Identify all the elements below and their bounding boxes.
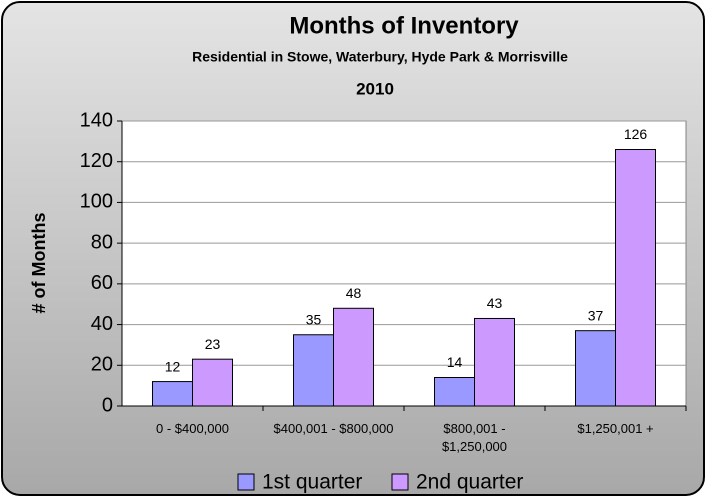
y-tick-label: 60	[91, 272, 113, 294]
data-label: 37	[588, 307, 604, 323]
bar	[293, 334, 334, 407]
chart-title: Months of Inventory	[289, 12, 519, 39]
y-tick-label: 20	[91, 354, 113, 376]
bar	[192, 358, 233, 407]
data-label: 35	[306, 311, 322, 327]
y-tick-label: 100	[80, 191, 113, 213]
x-tick-label: $1,250,001 +	[577, 421, 654, 436]
legend-swatch	[391, 473, 409, 491]
data-label: 23	[205, 336, 221, 352]
y-tick-label: 140	[80, 109, 113, 131]
data-label: 126	[624, 126, 648, 142]
data-label: 12	[165, 358, 181, 374]
y-tick-label: 80	[91, 231, 113, 253]
y-tick-label: 120	[80, 150, 113, 172]
legend-label: 1st quarter	[262, 471, 362, 494]
legend-swatch	[237, 473, 255, 491]
chart-subtitle: 2010	[356, 79, 394, 98]
y-tick-label: 40	[91, 313, 113, 335]
chart-subtitle: Residential in Stowe, Waterbury, Hyde Pa…	[192, 49, 568, 65]
data-label: 43	[487, 295, 503, 311]
y-axis-label: # of Months	[29, 213, 49, 314]
bar	[474, 317, 515, 407]
data-label: 14	[447, 354, 463, 370]
y-tick-label: 0	[102, 394, 113, 416]
legend-label: 2nd quarter	[416, 471, 523, 494]
bar	[333, 307, 374, 407]
bar	[575, 330, 616, 407]
x-tick-label: $400,001 - $800,000	[273, 421, 394, 436]
x-tick-label: 0 - $400,000	[155, 421, 229, 436]
bar	[615, 149, 656, 407]
data-label: 48	[346, 285, 362, 301]
bar	[152, 381, 193, 407]
bar	[434, 377, 475, 407]
x-tick-label: $800,001 - $1,250,000	[441, 421, 508, 454]
